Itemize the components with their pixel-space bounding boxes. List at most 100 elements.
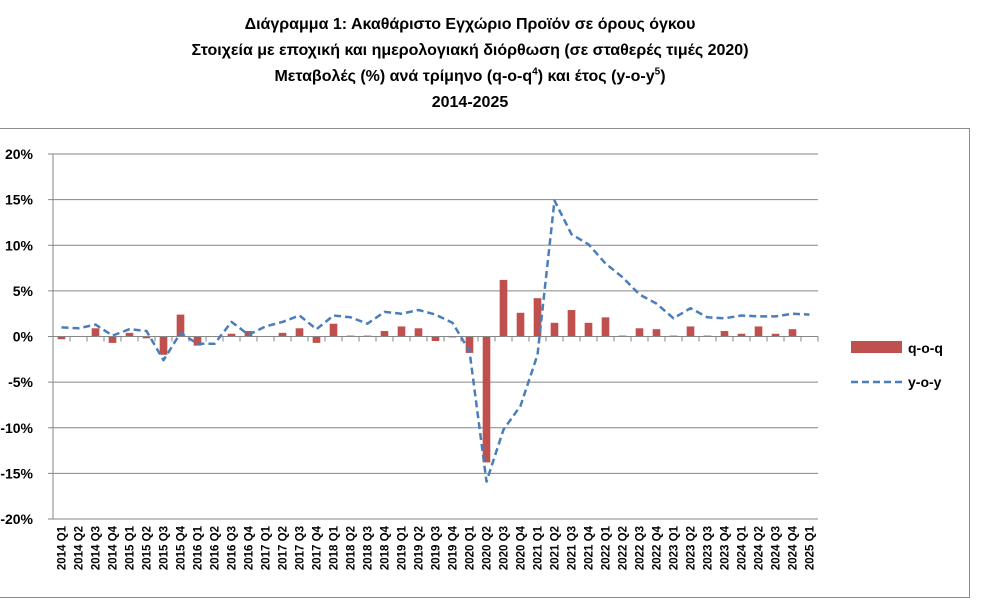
x-tick-label: 2021 Q1 [533, 525, 545, 570]
title-part: Μεταβολές (%) ανά τρίμηνο (q-o-q [274, 68, 533, 85]
x-tick-label: 2017 Q3 [295, 526, 307, 570]
y-tick-label: 0% [13, 329, 34, 345]
q-o-q-bar [771, 333, 780, 337]
x-tick-label: 2025 Q1 [805, 525, 817, 570]
q-o-q-bar [533, 298, 542, 337]
q-o-q-bar [414, 328, 423, 337]
x-tick-label: 2023 Q2 [686, 526, 698, 570]
x-tick-label: 2023 Q3 [703, 526, 715, 570]
legend-label-y-o-y: y-o-y [908, 374, 942, 390]
q-o-q-bar [431, 336, 440, 342]
q-o-q-bar [227, 333, 236, 337]
q-o-q-bar [720, 331, 729, 337]
x-tick-label: 2018 Q1 [329, 525, 341, 570]
x-tick-label: 2024 Q1 [737, 525, 749, 570]
x-tick-label: 2023 Q4 [720, 525, 732, 570]
x-tick-label: 2016 Q3 [227, 526, 239, 570]
x-tick-label: 2023 Q1 [669, 525, 681, 570]
x-tick-label: 2024 Q2 [754, 526, 766, 570]
legend-swatch-q-o-q [851, 341, 902, 353]
x-tick-label: 2021 Q4 [584, 525, 596, 570]
q-o-q-bar [397, 326, 406, 337]
x-tick-label: 2014 Q3 [91, 526, 103, 570]
chart-frame [0, 128, 970, 598]
x-tick-label: 2020 Q1 [465, 525, 477, 570]
legend: q-o-q y-o-y [851, 340, 943, 390]
q-o-q-bar [312, 336, 321, 343]
q-o-q-bar [380, 331, 389, 337]
q-o-q-bar [159, 336, 168, 355]
chart-title-line-3: Μεταβολές (%) ανά τρίμηνο (q-o-q4) και έ… [0, 66, 940, 88]
q-o-q-bar [329, 323, 338, 337]
x-tick-label: 2019 Q2 [414, 526, 426, 570]
x-tick-label: 2017 Q2 [278, 526, 290, 570]
q-o-q-bar [567, 310, 576, 337]
title-part: ) και έτος (y-o-y [537, 68, 655, 85]
q-o-q-bar [737, 333, 746, 337]
q-o-q-bar [176, 314, 185, 337]
y-tick-label: 10% [5, 237, 34, 253]
q-o-q-bar [686, 326, 695, 337]
x-tick-label: 2014 Q2 [74, 526, 86, 570]
footnote-marker: 4 [532, 66, 538, 78]
q-o-q-bar [788, 329, 797, 337]
chart-title-line-2: Στοιχεία με εποχική και ημερολογιακή διό… [191, 42, 749, 59]
q-o-q-bar [91, 328, 100, 337]
y-tick-label: 15% [5, 192, 34, 208]
x-tick-label: 2021 Q3 [567, 526, 579, 570]
q-o-q-bar [193, 336, 202, 346]
footnote-marker: 5 [654, 66, 661, 78]
legend-label-q-o-q: q-o-q [908, 340, 943, 356]
q-o-q-bar [516, 312, 525, 337]
y-tick-label: -20% [0, 511, 33, 527]
x-tick-label: 2018 Q2 [346, 526, 358, 570]
q-o-q-bar [652, 329, 661, 337]
q-o-q-bar [601, 317, 610, 337]
chart-title-line-1: Διάγραμμα 1: Ακαθάριστο Εγχώριο Προϊόν σ… [244, 16, 696, 33]
q-o-q-bar [142, 336, 151, 339]
y-tick-label: -10% [0, 420, 33, 436]
q-o-q-bar [754, 326, 763, 337]
gridlines [53, 153, 818, 520]
q-o-q-bars [57, 279, 814, 463]
x-tick-label: 2022 Q1 [601, 525, 613, 570]
y-tick-label: 20% [5, 146, 34, 162]
q-o-q-bar [584, 322, 593, 337]
x-tick-label: 2020 Q3 [499, 526, 511, 570]
q-o-q-bar [108, 336, 117, 343]
x-tick-label: 2020 Q2 [482, 526, 494, 570]
x-axis: 2014 Q1 2014 Q2 2014 Q3 2014 Q4 2015 Q1 2015 … [52, 336, 819, 570]
title-part: ) [660, 68, 666, 85]
q-o-q-bar [125, 332, 134, 337]
x-tick-label: 2014 Q4 [108, 525, 120, 570]
q-o-q-bar [482, 336, 491, 463]
x-tick-label: 2020 Q4 [516, 525, 528, 570]
y-tick-label: -5% [8, 374, 33, 390]
x-tick-label: 2016 Q1 [193, 525, 205, 570]
x-tick-label: 2015 Q4 [176, 525, 188, 570]
y-tick-label: -15% [0, 465, 33, 481]
x-tick-label: 2016 Q2 [210, 526, 222, 570]
x-tick-label: 2022 Q2 [618, 526, 630, 570]
x-tick-label: 2018 Q4 [380, 525, 392, 570]
x-tick-label: 2019 Q1 [397, 525, 409, 570]
y-tick-label: 5% [13, 283, 34, 299]
x-tick-label: 2022 Q4 [652, 525, 664, 570]
x-tick-label: 2015 Q2 [142, 526, 154, 570]
x-tick-label: 2017 Q1 [261, 525, 273, 570]
q-o-q-bar [465, 336, 474, 353]
q-o-q-bar [278, 332, 287, 337]
q-o-q-bar [550, 322, 559, 337]
x-tick-label: 2015 Q3 [159, 526, 171, 570]
x-tick-label: 2018 Q3 [363, 526, 375, 570]
x-tick-label: 2015 Q1 [125, 525, 137, 570]
chart-title-line-4: 2014-2025 [431, 94, 509, 111]
x-tick-label: 2017 Q4 [312, 525, 324, 570]
x-tick-label: 2019 Q3 [431, 526, 443, 570]
q-o-q-bar [635, 328, 644, 337]
x-tick-label: 2022 Q3 [635, 526, 647, 570]
q-o-q-bar [295, 328, 304, 337]
q-o-q-bar [499, 279, 508, 337]
x-tick-label: 2021 Q2 [550, 526, 562, 570]
